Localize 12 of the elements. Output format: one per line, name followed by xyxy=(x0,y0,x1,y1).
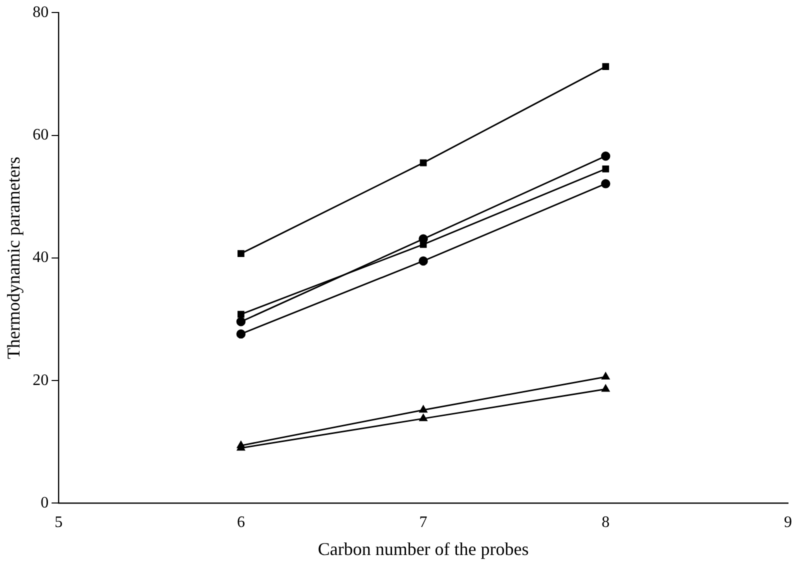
y-tick-label: 80 xyxy=(32,4,49,21)
y-axis-title: Thermodynamic parameters xyxy=(4,156,24,360)
x-tick-label: 7 xyxy=(419,514,428,532)
x-tick-label: 5 xyxy=(54,514,63,532)
x-tick-label: 9 xyxy=(784,514,792,532)
x-tick-label: 6 xyxy=(236,514,245,532)
x-tick-label: 8 xyxy=(602,514,610,532)
y-tick-label: 40 xyxy=(32,249,49,266)
y-tick-label: 20 xyxy=(32,372,49,389)
y-tick-label: 0 xyxy=(40,494,49,512)
y-tick-label: 60 xyxy=(32,126,49,144)
x-axis-title: Carbon number of the probes xyxy=(318,538,529,559)
